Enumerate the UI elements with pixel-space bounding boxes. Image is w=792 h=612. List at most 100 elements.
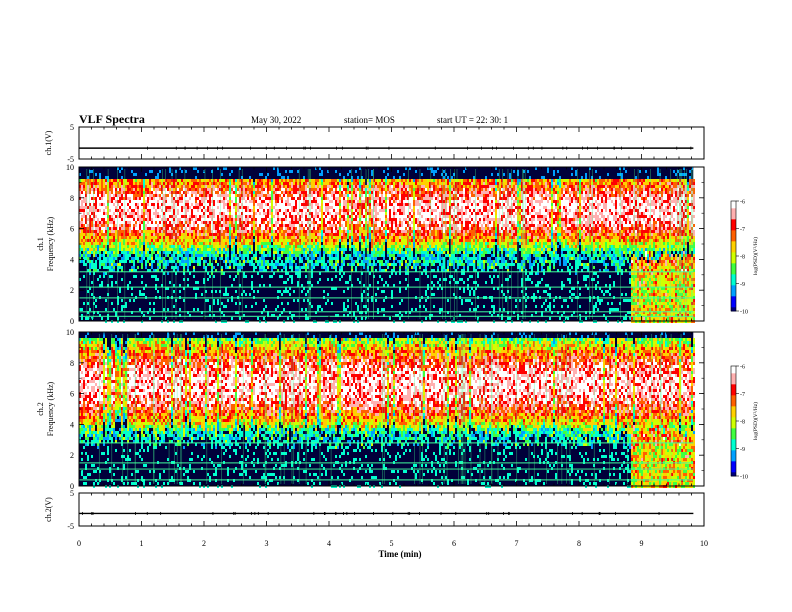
spectrogram-cell xyxy=(283,236,285,239)
spectrogram-cell xyxy=(249,188,251,191)
spectrogram-cell xyxy=(251,221,253,224)
spectrogram-cell xyxy=(189,182,191,185)
spectrogram-cell xyxy=(381,179,383,182)
spectrogram-cell xyxy=(115,194,117,197)
spectrogram-cell xyxy=(117,185,119,188)
spectrogram-cell xyxy=(111,269,113,272)
spectrogram-cell xyxy=(223,212,225,215)
spectrogram-cell xyxy=(363,221,365,224)
spectrogram-cell xyxy=(335,254,337,257)
spectrogram-cell xyxy=(271,314,273,317)
spectrogram-cell xyxy=(335,287,337,290)
spectrogram-cell xyxy=(319,209,321,212)
spectrogram-cell xyxy=(135,233,137,236)
spectrogram-cell xyxy=(315,218,317,221)
spectrogram-cell xyxy=(93,311,95,314)
spectrogram-cell xyxy=(115,221,117,224)
spectrogram-cell xyxy=(343,182,345,185)
spectrogram-cell xyxy=(233,251,235,254)
spectrogram-cell xyxy=(283,266,285,269)
spectrogram-cell xyxy=(303,233,305,236)
spectrogram-cell xyxy=(147,218,149,221)
spectrogram-cell xyxy=(359,236,361,239)
spectrogram-cell xyxy=(165,191,167,194)
spectrogram-cell xyxy=(143,287,145,290)
spectrogram-cell xyxy=(221,197,223,200)
spectrogram-cell xyxy=(187,191,189,194)
spectrogram-cell xyxy=(377,182,379,185)
spectrogram-cell xyxy=(211,191,213,194)
spectrogram-cell xyxy=(251,185,253,188)
spectrogram-cell xyxy=(173,266,175,269)
spectrogram-cell xyxy=(131,221,133,224)
spectrogram-cell xyxy=(151,224,153,227)
spectrogram-cell xyxy=(337,233,339,236)
spectrogram-cell xyxy=(203,230,205,233)
spectrogram-cell xyxy=(207,221,209,224)
spectrogram-cell xyxy=(125,188,127,191)
spectrogram-cell xyxy=(159,191,161,194)
spectrogram-cell xyxy=(315,188,317,191)
spectrogram-cell xyxy=(363,242,365,245)
spectrogram-cell xyxy=(129,245,131,248)
spectrogram-cell xyxy=(251,188,253,191)
spectrogram-cell xyxy=(213,203,215,206)
spectrogram-cell xyxy=(101,185,103,188)
spectrogram-cell xyxy=(189,233,191,236)
spectrogram-cell xyxy=(195,215,197,218)
spectrogram-cell xyxy=(263,194,265,197)
spectrogram-cell xyxy=(353,218,355,221)
spectrogram-cell xyxy=(79,200,81,203)
spectrogram-cell xyxy=(281,248,283,251)
spectrogram-cell xyxy=(167,254,169,257)
spectrogram-cell xyxy=(109,182,111,185)
spectrogram-cell xyxy=(197,242,199,245)
spectrogram-cell xyxy=(227,254,229,257)
spectrogram-cell xyxy=(129,197,131,200)
spectrogram-cell xyxy=(291,230,293,233)
spectrogram-cell xyxy=(201,230,203,233)
spectrogram-cell xyxy=(371,173,373,176)
spectrogram-cell xyxy=(261,248,263,251)
spectrogram-cell xyxy=(157,245,159,248)
spectrogram-cell xyxy=(323,194,325,197)
spectrogram-cell xyxy=(211,179,213,182)
spectrogram-cell xyxy=(177,209,179,212)
spectrogram-cell xyxy=(93,224,95,227)
spectrogram-cell xyxy=(239,221,241,224)
spectrogram-cell xyxy=(301,230,303,233)
spectrogram-cell xyxy=(141,227,143,230)
spectrogram-cell xyxy=(165,317,167,320)
spectrogram-cell xyxy=(111,251,113,254)
spectrogram-cell xyxy=(205,200,207,203)
spectrogram-cell xyxy=(273,257,275,260)
spectrogram-cell xyxy=(105,260,107,263)
spectrogram-cell xyxy=(151,185,153,188)
spectrogram-cell xyxy=(283,281,285,284)
spectrogram-cell xyxy=(243,290,245,293)
spectrogram-cell xyxy=(157,194,159,197)
spectrogram-cell xyxy=(239,200,241,203)
spectrogram-cell xyxy=(329,257,331,260)
spectrogram-cell xyxy=(209,230,211,233)
spectrogram-cell xyxy=(225,263,227,266)
spectrogram-cell xyxy=(383,212,385,215)
spectrogram-cell xyxy=(83,242,85,245)
spectrogram-cell xyxy=(101,215,103,218)
spectrogram-cell xyxy=(279,230,281,233)
spectrogram-cell xyxy=(113,257,115,260)
spectrogram-cell xyxy=(195,248,197,251)
spectrogram-cell xyxy=(183,215,185,218)
spectrogram-cell xyxy=(345,248,347,251)
spectrogram-cell xyxy=(141,242,143,245)
spectrogram-cell xyxy=(181,242,183,245)
spectrogram-cell xyxy=(341,245,343,248)
spectrogram-cell xyxy=(295,188,297,191)
spectrogram-cell xyxy=(327,191,329,194)
spectrogram-cell xyxy=(131,206,133,209)
spectrogram-cell xyxy=(337,257,339,260)
spectrogram-cell xyxy=(237,227,239,230)
spectrogram-cell xyxy=(325,302,327,305)
spectrogram-cell xyxy=(185,233,187,236)
spectrogram-cell xyxy=(259,212,261,215)
